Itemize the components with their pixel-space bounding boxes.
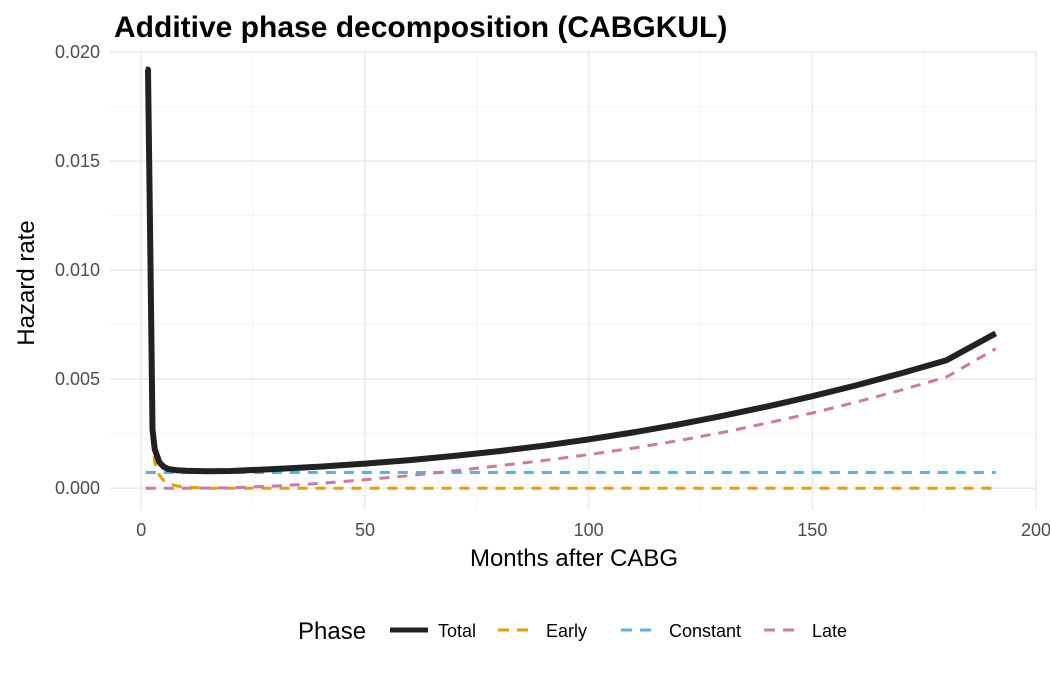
legend-label-early: Early: [546, 621, 587, 641]
series-line-early: [145, 79, 996, 490]
series-line-total: [145, 66, 998, 475]
y-tick-label: 0.010: [55, 260, 100, 280]
legend-label-late: Late: [812, 621, 847, 641]
legend-label-total: Total: [438, 621, 476, 641]
chart-title: Additive phase decomposition (CABGKUL): [114, 11, 727, 44]
series-line-late: [145, 347, 997, 490]
legend-title: Phase: [298, 618, 366, 645]
legend-items: Total Early Constant Late: [390, 621, 847, 641]
x-tick-label: 100: [574, 520, 604, 540]
x-tick-label: 0: [136, 520, 146, 540]
legend: Phase Total Early Constant Late: [298, 618, 847, 645]
y-tick-label: 0.020: [55, 42, 100, 62]
y-tick-label: 0.000: [55, 478, 100, 498]
y-tick-label: 0.015: [55, 151, 100, 171]
y-axis-ticks: 0.000 0.005 0.010 0.015 0.020: [55, 42, 100, 498]
x-tick-label: 50: [355, 520, 375, 540]
x-axis-title: Months after CABG: [470, 545, 678, 572]
y-axis-title: Hazard rate: [13, 220, 40, 345]
x-tick-label: 150: [797, 520, 827, 540]
series-layer: [145, 66, 998, 490]
x-axis-ticks: 0 50 100 150 200: [136, 520, 1050, 540]
legend-label-constant: Constant: [669, 621, 741, 641]
x-tick-label: 200: [1021, 520, 1050, 540]
y-tick-label: 0.005: [55, 369, 100, 389]
